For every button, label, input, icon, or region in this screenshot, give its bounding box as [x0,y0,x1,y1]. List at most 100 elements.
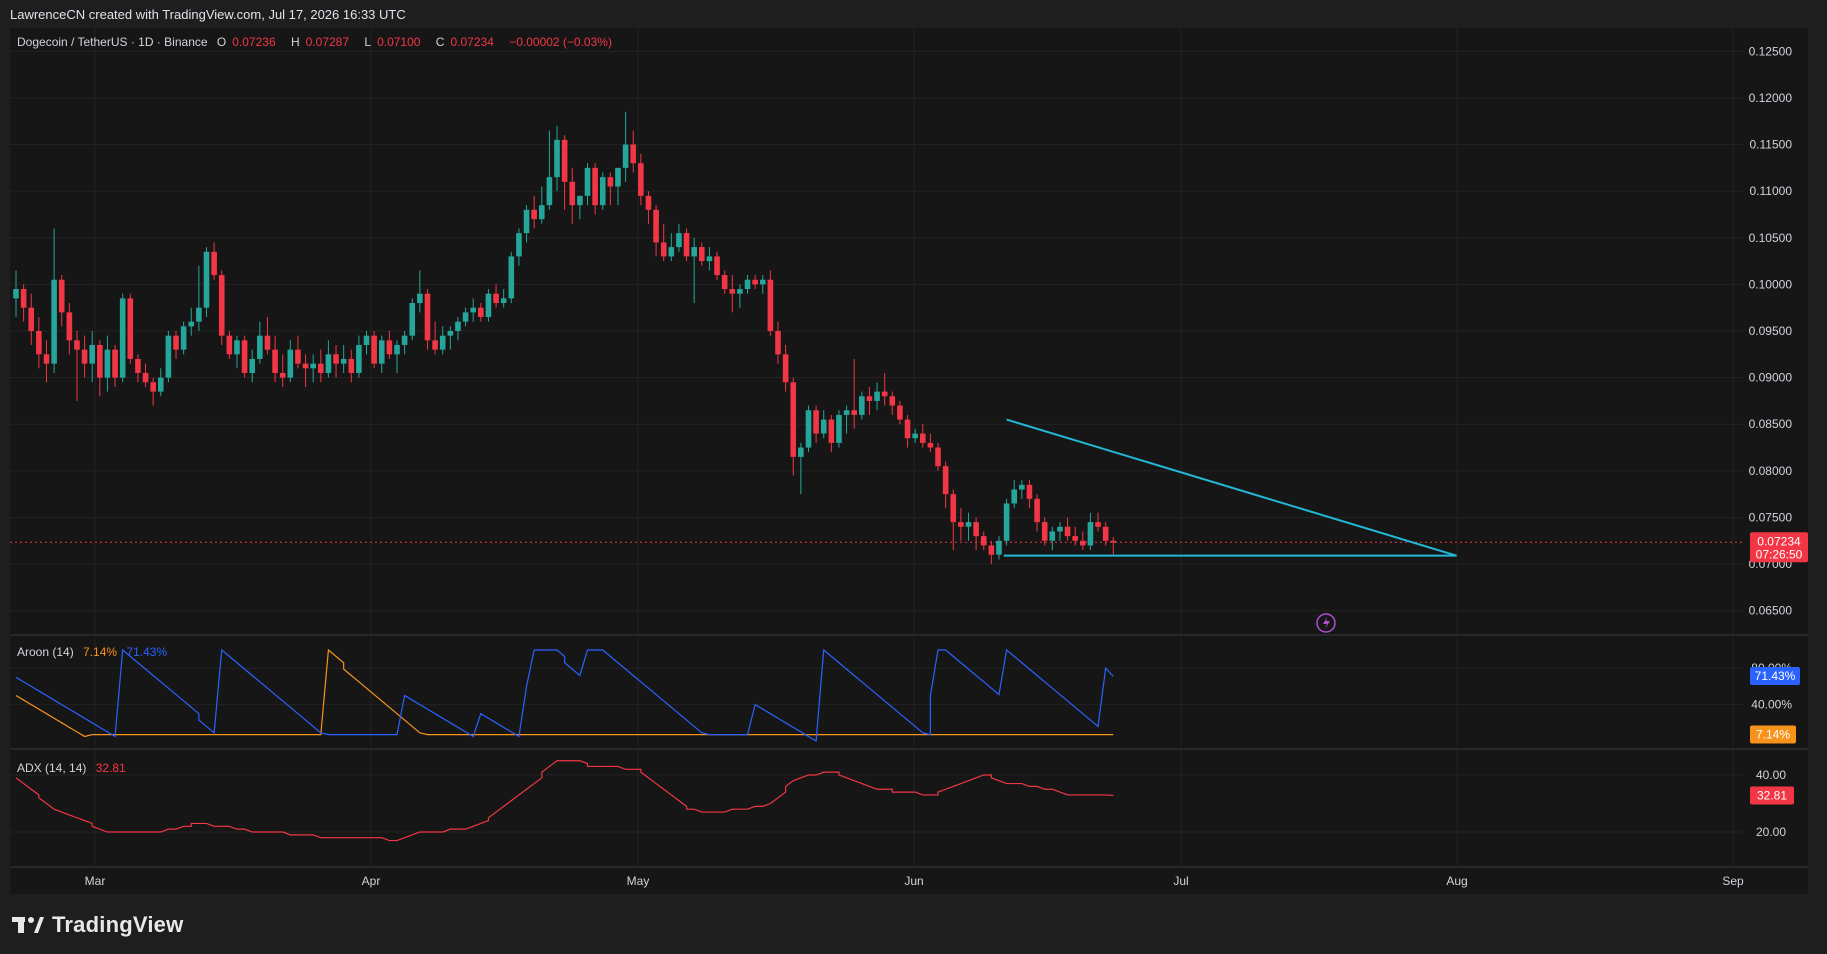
candle [523,205,530,243]
candle-body [188,321,195,327]
candle-body [584,167,591,196]
candle [805,405,812,453]
candle [645,191,652,224]
adx-tick-label: 20.00 [1756,825,1786,839]
candle [859,391,865,420]
candle-body [447,331,454,336]
candle [363,331,370,355]
candle-body [249,358,256,373]
candle [531,195,537,229]
candle [889,391,896,415]
candle-body [302,363,309,369]
candle-body [859,396,865,415]
price-tick-label: 0.07500 [1749,510,1793,524]
candle-body [500,298,507,304]
adx-value: 32.81 [95,761,126,775]
candle [607,172,614,206]
candle-body [691,247,697,257]
candle-body [150,382,156,392]
candle [234,335,240,369]
candle-body [729,289,736,294]
candle-body [180,326,187,350]
candle [1011,480,1018,509]
candle [752,275,758,290]
candle [538,186,545,224]
candle-body [1095,522,1101,527]
candle-body [767,279,774,331]
aroon-legend[interactable]: Aroon (14) 7.14% 71.43% [17,645,173,659]
candle [965,512,972,541]
candle-body [866,396,873,401]
credit-text: LawrenceCN created with TradingView.com,… [10,7,406,22]
high-label: H [290,35,300,49]
candle-body [805,410,812,448]
change-value: −0.00002 (−0.03%) [509,35,612,49]
candle-body [615,167,621,187]
candle [1110,537,1117,555]
candle [89,331,95,383]
candle [226,331,233,359]
candle [51,228,57,373]
candle-body [340,358,347,364]
candle-body [310,363,316,369]
candle [622,111,629,182]
candle-body [775,331,781,355]
candle [1034,494,1040,532]
symbol-name: Dogecoin / TetherUS · 1D · Binance [17,35,208,49]
candle-body [607,177,614,187]
candle-body [287,349,294,378]
candle-body [439,335,446,350]
candle [43,340,50,383]
candle [546,130,553,210]
trendline-upper [1006,418,1457,557]
candle-body [973,522,979,537]
candle-body [706,256,713,262]
candle [340,344,347,373]
candle-body [668,247,675,257]
candle-body [577,195,583,206]
candle [188,307,195,336]
candle [119,293,126,383]
price-tick-label: 0.11000 [1750,184,1793,198]
price-tick-label: 0.08000 [1749,464,1793,478]
candle [424,289,431,350]
chart-canvas[interactable]: 0.12500 0.12000 0.11500 0.11000 0.10500 0.100… [0,0,1827,896]
candle-body [417,293,423,304]
candle [820,410,827,439]
candle [836,410,842,448]
candle [706,247,713,271]
candle-body [1057,526,1063,532]
brand-text: TradingView [52,912,184,937]
price-tick-label: 0.08500 [1749,417,1793,431]
candle-body [279,372,286,378]
candle [569,167,576,224]
candle-body [386,340,393,355]
candle-body [546,177,553,206]
candle-body [234,340,240,355]
candle [74,331,80,401]
countdown-text: 07:26:50 [1756,547,1803,561]
candle-body [74,340,80,350]
candle-body [1080,540,1086,546]
candle [493,284,499,308]
candle-body [455,321,461,331]
adx-legend[interactable]: ADX (14, 14) 32.81 [17,761,132,775]
candle [881,372,888,406]
candle [462,307,469,327]
aroon-up-line [15,648,1114,743]
candle [500,289,507,308]
candle [912,428,918,443]
tradingview-logo[interactable]: TradingView [12,912,183,938]
candle-body [97,344,103,378]
candle-body [508,256,515,299]
candle-body [569,181,576,206]
price-tick-label: 0.12500 [1749,44,1793,58]
candle [1041,517,1048,546]
candle-body [1041,522,1048,541]
candle-body [142,372,149,383]
candle-body [1087,522,1094,546]
candle-body [683,233,690,257]
candle [241,335,248,378]
candle [973,517,979,551]
candle [577,195,583,220]
